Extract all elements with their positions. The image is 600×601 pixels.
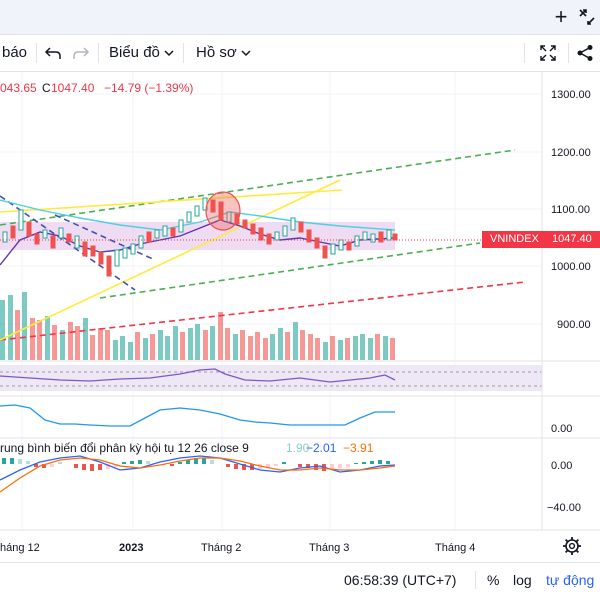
settings-gear-icon[interactable] bbox=[563, 537, 581, 555]
undo-icon[interactable] bbox=[44, 45, 62, 61]
macd-histogram bbox=[2, 458, 390, 471]
indicators-button[interactable]: Biểu đồ bbox=[109, 44, 160, 61]
time-axis-label: 2023 bbox=[119, 542, 143, 554]
time-axis-label: háng 12 bbox=[0, 542, 40, 554]
expand-icon[interactable] bbox=[578, 8, 596, 26]
alert-button-label[interactable]: báo bbox=[2, 44, 28, 61]
price-axis-label: 1100.00 bbox=[551, 204, 590, 216]
rsi-band bbox=[0, 365, 542, 391]
redo-icon[interactable] bbox=[72, 45, 90, 61]
toolbar-divider bbox=[36, 43, 37, 63]
price-axis-label: 1300.00 bbox=[551, 89, 591, 101]
macd-axis-label-low: −40.00 bbox=[547, 502, 581, 514]
price-axis-label: 1000.00 bbox=[551, 261, 591, 273]
rsi-line bbox=[0, 368, 396, 383]
time-axis-label: Tháng 2 bbox=[201, 542, 241, 554]
time-axis-label: Tháng 3 bbox=[309, 542, 349, 554]
toolbar-divider bbox=[524, 43, 525, 63]
macd-line-value: −2.01 bbox=[306, 441, 337, 455]
price-axis-label: 900.00 bbox=[557, 319, 591, 331]
price-tag-symbol: VNINDEX bbox=[490, 233, 539, 245]
status-divider bbox=[475, 571, 476, 589]
ohlc-close-value: 1047.40 bbox=[51, 81, 95, 95]
ohlc-open-value: 043.65 bbox=[0, 81, 37, 95]
range-highlight bbox=[0, 222, 395, 250]
volume-bars bbox=[0, 292, 395, 360]
macd-signal-value: −3.91 bbox=[343, 441, 374, 455]
log-scale-toggle[interactable]: log bbox=[513, 572, 532, 588]
chevron-down-icon[interactable] bbox=[241, 50, 251, 57]
templates-button[interactable]: Hồ sơ bbox=[196, 44, 237, 61]
oscillator-axis-label: 0.00 bbox=[551, 423, 572, 435]
add-chart-button[interactable]: + bbox=[554, 4, 568, 29]
highlight-circle bbox=[205, 191, 241, 231]
toolbar-divider bbox=[183, 43, 184, 63]
price-tag-value: 1047.40 bbox=[552, 233, 592, 245]
clock: 06:58:39 (UTC+7) bbox=[344, 572, 457, 588]
macd-axis-label-zero: 0.00 bbox=[551, 460, 572, 472]
chevron-down-icon[interactable] bbox=[164, 50, 174, 57]
oscillator-line bbox=[0, 404, 395, 427]
chart-area[interactable]: 043.65 C 1047.40 −14.79 (−1.39%) bbox=[0, 72, 600, 562]
percent-scale-toggle[interactable]: % bbox=[487, 572, 500, 588]
price-axis-label: 1200.00 bbox=[551, 147, 591, 159]
gridlines bbox=[0, 72, 542, 530]
ohlc-change: −14.79 (−1.39%) bbox=[104, 81, 193, 95]
auto-scale-toggle[interactable]: tự động bbox=[546, 572, 595, 588]
ohlc-close-label: C bbox=[42, 81, 51, 95]
toolbar-divider bbox=[568, 43, 569, 63]
top-bar: + bbox=[0, 0, 600, 35]
macd-title: rung bình biến đổi phân kỳ hội tụ 12 26 … bbox=[0, 441, 249, 455]
time-axis-label: Tháng 4 bbox=[435, 542, 475, 554]
trend-lines bbox=[0, 149, 526, 341]
macd-line bbox=[0, 455, 396, 481]
signal-line bbox=[0, 457, 396, 493]
fullscreen-icon[interactable] bbox=[539, 44, 557, 62]
toolbar-divider bbox=[98, 43, 99, 63]
chart-toolbar: báo Biểu đồ Hồ sơ bbox=[0, 35, 600, 72]
share-icon[interactable] bbox=[576, 44, 594, 62]
price-tag: VNINDEX 1047.40 bbox=[482, 231, 600, 248]
status-bar: 06:58:39 (UTC+7) % log tự động bbox=[0, 562, 600, 601]
macd-histogram-value: 1.90 bbox=[286, 441, 310, 455]
